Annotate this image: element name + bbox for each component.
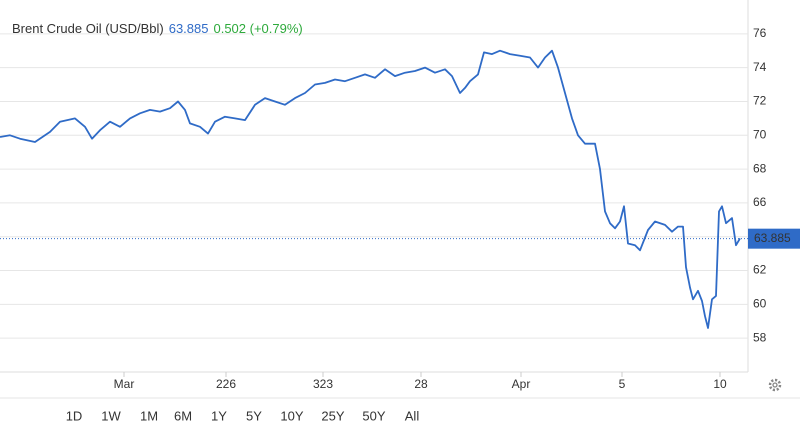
y-tick-label: 76 xyxy=(753,26,767,40)
x-tick-label: 10 xyxy=(713,377,727,391)
chart-header: Brent Crude Oil (USD/Bbl) 63.885 0.502 (+0… xyxy=(12,21,303,36)
y-tick-label: 60 xyxy=(753,297,767,311)
range-button[interactable]: 5Y xyxy=(246,408,262,423)
y-tick-label: 70 xyxy=(753,127,767,141)
last-value-box xyxy=(748,228,800,249)
x-tick-label: Apr xyxy=(512,377,531,391)
x-tick-label: 28 xyxy=(414,377,428,391)
gear-hub xyxy=(772,382,778,388)
y-tick-label: 66 xyxy=(753,195,767,209)
range-button[interactable]: 1Y xyxy=(211,408,227,423)
x-tick-label: Mar xyxy=(114,377,135,391)
last-value-label: 63.885 xyxy=(754,231,791,245)
range-button[interactable]: 6M xyxy=(174,408,192,423)
settings-icon[interactable] xyxy=(768,378,782,392)
price-line xyxy=(0,49,741,329)
x-tick-label: 323 xyxy=(313,377,333,391)
chart-title: Brent Crude Oil (USD/Bbl) xyxy=(12,21,164,36)
y-tick-label: 62 xyxy=(753,263,767,277)
range-button[interactable]: 50Y xyxy=(362,408,385,423)
range-button[interactable]: 25Y xyxy=(321,408,344,423)
x-tick-label: 5 xyxy=(619,377,626,391)
y-tick-label: 68 xyxy=(753,161,767,175)
range-button[interactable]: 1M xyxy=(140,408,158,423)
header-price: 63.885 xyxy=(169,21,209,36)
y-tick-label: 58 xyxy=(753,330,767,344)
x-tick-label: 226 xyxy=(216,377,236,391)
y-tick-label: 74 xyxy=(753,60,767,74)
y-tick-label: 72 xyxy=(753,94,767,108)
range-button[interactable]: 1D xyxy=(66,408,83,423)
range-button[interactable]: 10Y xyxy=(280,408,303,423)
header-change: 0.502 (+0.79%) xyxy=(213,21,302,36)
range-button[interactable]: All xyxy=(405,408,420,423)
gear-teeth xyxy=(768,378,782,392)
range-button[interactable]: 1W xyxy=(101,408,121,423)
